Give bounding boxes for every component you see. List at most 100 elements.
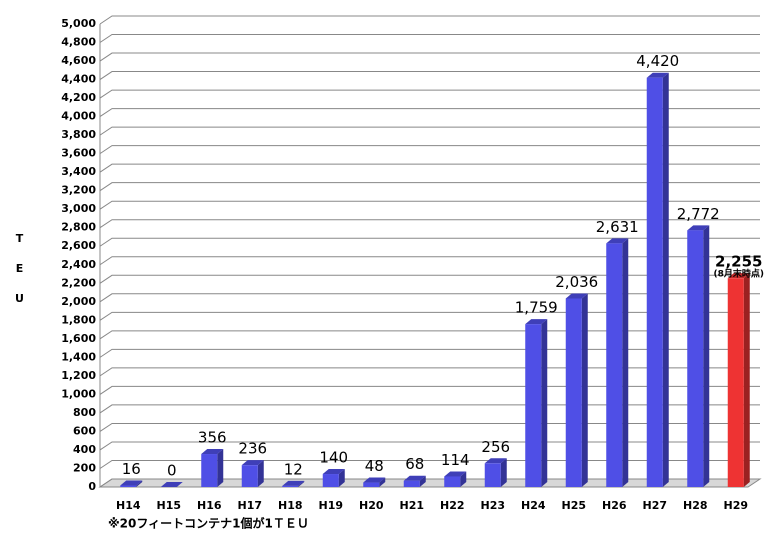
y-tick-label: 4,800 [61, 36, 96, 49]
bar-side [460, 471, 467, 487]
bar-side [622, 238, 629, 487]
bar [120, 485, 137, 487]
grid-line [99, 200, 760, 210]
bar-top [646, 72, 669, 78]
grid-line [99, 15, 760, 25]
x-tick-label: H26 [602, 499, 627, 512]
bar-top [606, 238, 629, 244]
x-tick-label: H25 [561, 499, 586, 512]
y-tick-label: 1,600 [61, 332, 96, 345]
grid-line [99, 34, 760, 43]
grid-line [99, 182, 760, 192]
y-tick-label: 2,800 [61, 221, 96, 234]
y-tick-label: 3,200 [61, 184, 96, 197]
bar-top [565, 293, 588, 299]
y-tick-label: 4,200 [61, 91, 96, 104]
bar-top [160, 482, 183, 487]
y-tick-label: 4,400 [61, 73, 96, 86]
bar-top [201, 449, 224, 455]
value-label: 12 [284, 460, 303, 478]
bar [484, 463, 501, 487]
x-tick-label: H16 [197, 499, 222, 512]
y-tick-label: 2,200 [61, 276, 96, 289]
value-label: 16 [122, 460, 141, 478]
bar-side [136, 480, 143, 487]
x-tick-label: H14 [116, 499, 141, 512]
bar-top [444, 471, 467, 477]
x-tick-label: H23 [480, 499, 505, 512]
bar [646, 77, 663, 487]
bar-top [322, 469, 345, 475]
x-tick-label: H20 [359, 499, 384, 512]
bar-side [217, 449, 224, 487]
x-tick-label: H28 [683, 499, 708, 512]
y-tick-label: 3,400 [61, 165, 96, 178]
bar [403, 480, 420, 487]
y-tick-label: 1,400 [61, 350, 96, 363]
value-label: 2,631 [596, 218, 639, 236]
x-tick-label: H27 [642, 499, 667, 512]
y-tick-label: 4,000 [61, 110, 96, 123]
bar-side [703, 225, 710, 487]
x-tick-label: H24 [521, 499, 546, 512]
bar-top [484, 458, 507, 464]
bar-side [541, 319, 548, 487]
value-label: 0 [167, 462, 177, 480]
x-tick-label: H21 [399, 499, 424, 512]
annotation: (8月末時点) [714, 268, 765, 280]
bar [606, 243, 623, 487]
y-axis-label: T E U [13, 232, 26, 307]
bar [201, 454, 218, 487]
grid-line [99, 163, 760, 173]
grid-line [99, 89, 760, 99]
y-tick-label: 200 [73, 461, 96, 474]
y-tick-label: 400 [73, 443, 96, 456]
bar [444, 476, 461, 487]
bar [687, 230, 704, 487]
bar-top [403, 475, 426, 481]
bar [241, 465, 258, 487]
bar-side [581, 293, 588, 487]
bar-top [241, 460, 264, 466]
bar-side [379, 477, 386, 487]
bar-side [257, 460, 264, 487]
y-tick-label: 3,600 [61, 147, 96, 160]
bar-side [662, 72, 669, 487]
y-tick-label: 800 [73, 406, 96, 419]
y-tick-label: 5,000 [61, 17, 96, 30]
x-tick-label: H17 [237, 499, 262, 512]
value-label: 2,772 [677, 205, 720, 223]
bar-top [120, 480, 143, 486]
grid-line [99, 52, 760, 62]
y-tick-label: 600 [73, 424, 96, 437]
grid-line [99, 311, 760, 321]
x-tick-label: H18 [278, 499, 303, 512]
bar-side [743, 273, 750, 487]
y-tick-label: 0 [88, 480, 96, 493]
grid-line [99, 71, 760, 80]
value-label: 140 [319, 449, 348, 467]
bar [727, 278, 744, 487]
y-tick-label: 2,000 [61, 295, 96, 308]
y-tick-label: 4,600 [61, 54, 96, 67]
value-label: 68 [405, 455, 424, 473]
x-tick-label: H22 [440, 499, 465, 512]
bar [282, 485, 299, 487]
grid-line [99, 219, 760, 229]
value-label: 2,036 [555, 273, 598, 291]
bar-side [419, 475, 426, 487]
bar-top [282, 480, 305, 486]
grid-line [99, 256, 760, 266]
footnote: ※20フィートコンテナ1個が1ＴＥＵ [108, 516, 309, 531]
bar [322, 474, 339, 487]
grid-line [99, 274, 760, 284]
y-tick-label: 3,800 [61, 128, 96, 141]
value-label: 48 [365, 457, 384, 475]
x-tick-label: H19 [318, 499, 343, 512]
bar-side [500, 458, 507, 487]
value-label: 356 [198, 429, 227, 447]
y-tick-label: 1,000 [61, 387, 96, 400]
bar-top [687, 225, 710, 231]
bar-side [338, 469, 345, 487]
